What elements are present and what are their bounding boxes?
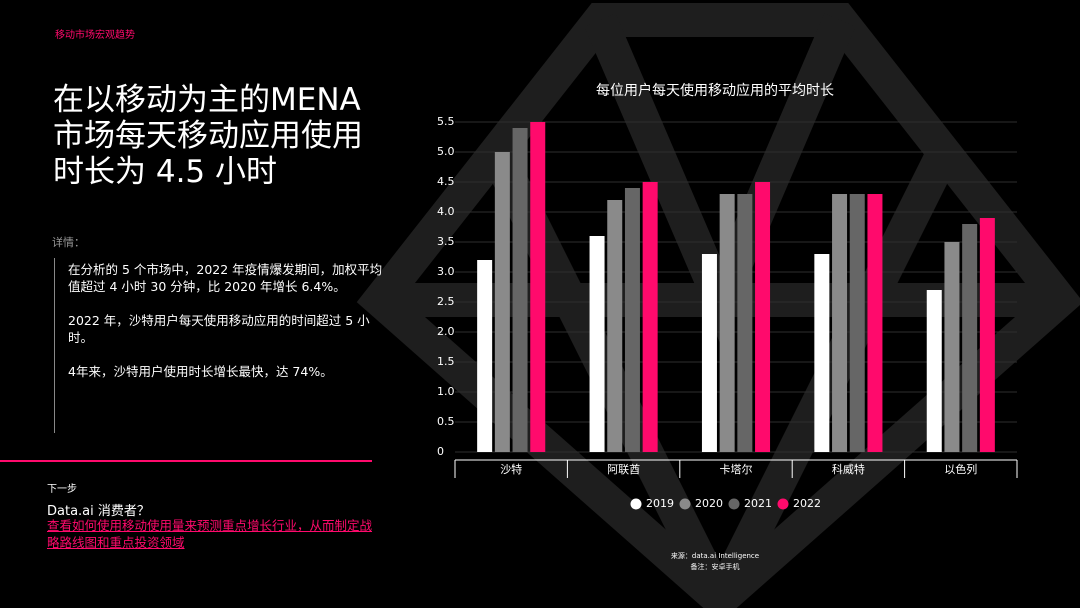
bar (814, 254, 830, 452)
y-tick-label: 5.5 (437, 115, 455, 128)
legend-marker (630, 498, 642, 510)
bar (979, 218, 995, 452)
bar (642, 182, 658, 452)
x-tick-label: 卡塔尔 (720, 463, 753, 476)
next-link[interactable]: 查看如何使用移动使用量来预测重点增长行业，从而制定战略路线图和重点投资领域 (47, 518, 373, 550)
bar (867, 194, 883, 452)
bar (624, 188, 640, 452)
details-label: 详情： (52, 236, 85, 249)
bar (477, 260, 493, 452)
headline-line: 在以移动为主的MENA (53, 82, 361, 118)
y-tick-label: 5.0 (437, 145, 455, 158)
headline-line: 市场每天移动应用使用 (53, 118, 363, 154)
y-tick-label: 0.5 (437, 415, 455, 428)
headline-line: 时长为 4.5 小时 (53, 154, 278, 190)
bar (962, 224, 978, 452)
y-tick-label: 0 (437, 445, 444, 458)
x-tick-label: 阿联酋 (607, 462, 640, 476)
x-tick-label: 沙特 (500, 462, 522, 476)
y-tick-label: 1.0 (437, 385, 455, 398)
bar (530, 122, 546, 452)
y-tick-label: 4.0 (437, 205, 455, 218)
bar (512, 128, 528, 452)
bar (494, 152, 510, 452)
x-tick-label: 以色列 (944, 462, 977, 476)
next-title: Data.ai 消费者？ (47, 504, 150, 519)
detail-paragraph: 4年来，沙特用户使用时长增长最快，达 74%。 (68, 364, 333, 379)
detail-paragraph: 2022 年，沙特用户每天使用移动应用的时间超过 5 小时。 (68, 313, 370, 345)
legend-label: 2020 (695, 497, 723, 510)
bar (755, 182, 771, 452)
headline: 在以移动为主的MENA 市场每天移动应用使用 时长为 4.5 小时 (53, 82, 363, 190)
section-label: 移动市场宏观趋势 (55, 30, 135, 41)
y-tick-label: 3.5 (437, 235, 455, 248)
bar (926, 290, 942, 452)
source: 来源：data.ai Intelligence (671, 551, 759, 560)
y-tick-label: 4.5 (437, 175, 455, 188)
y-tick-label: 2.0 (437, 325, 455, 338)
bar (719, 194, 735, 452)
y-tick-label: 1.5 (437, 355, 455, 368)
legend-label: 2019 (646, 497, 674, 510)
diamond-facet (484, 152, 956, 608)
bar (944, 242, 960, 452)
detail-paragraph: 在分析的 5 个市场中，2022 年疫情爆发期间，加权平均值超过 4 小时 30… (68, 262, 383, 294)
next-label: 下一步 (47, 484, 77, 495)
bar (737, 194, 753, 452)
legend-label: 2022 (793, 497, 821, 510)
next-link-wrap: 查看如何使用移动使用量来预测重点增长行业，从而制定战略路线图和重点投资领域 (47, 517, 377, 551)
legend-marker (728, 498, 740, 510)
x-tick-label: 科威特 (832, 462, 865, 476)
details: 在分析的 5 个市场中，2022 年疫情爆发期间，加权平均值超过 4 小时 30… (68, 261, 390, 397)
legend-label: 2021 (744, 497, 772, 510)
bar (701, 254, 717, 452)
separator (0, 460, 372, 462)
legend-marker (777, 498, 789, 510)
diamond-outline (356, 3, 1080, 608)
bar (589, 236, 605, 452)
chart-title: 每位用户每天使用移动应用的平均时长 (596, 82, 834, 99)
bar (849, 194, 865, 452)
divider (54, 258, 55, 433)
y-tick-label: 2.5 (437, 295, 455, 308)
bar (832, 194, 848, 452)
legend-marker (679, 498, 691, 510)
bar (607, 200, 623, 452)
note: 备注：安卓手机 (691, 562, 740, 571)
y-tick-label: 3.0 (437, 265, 455, 278)
